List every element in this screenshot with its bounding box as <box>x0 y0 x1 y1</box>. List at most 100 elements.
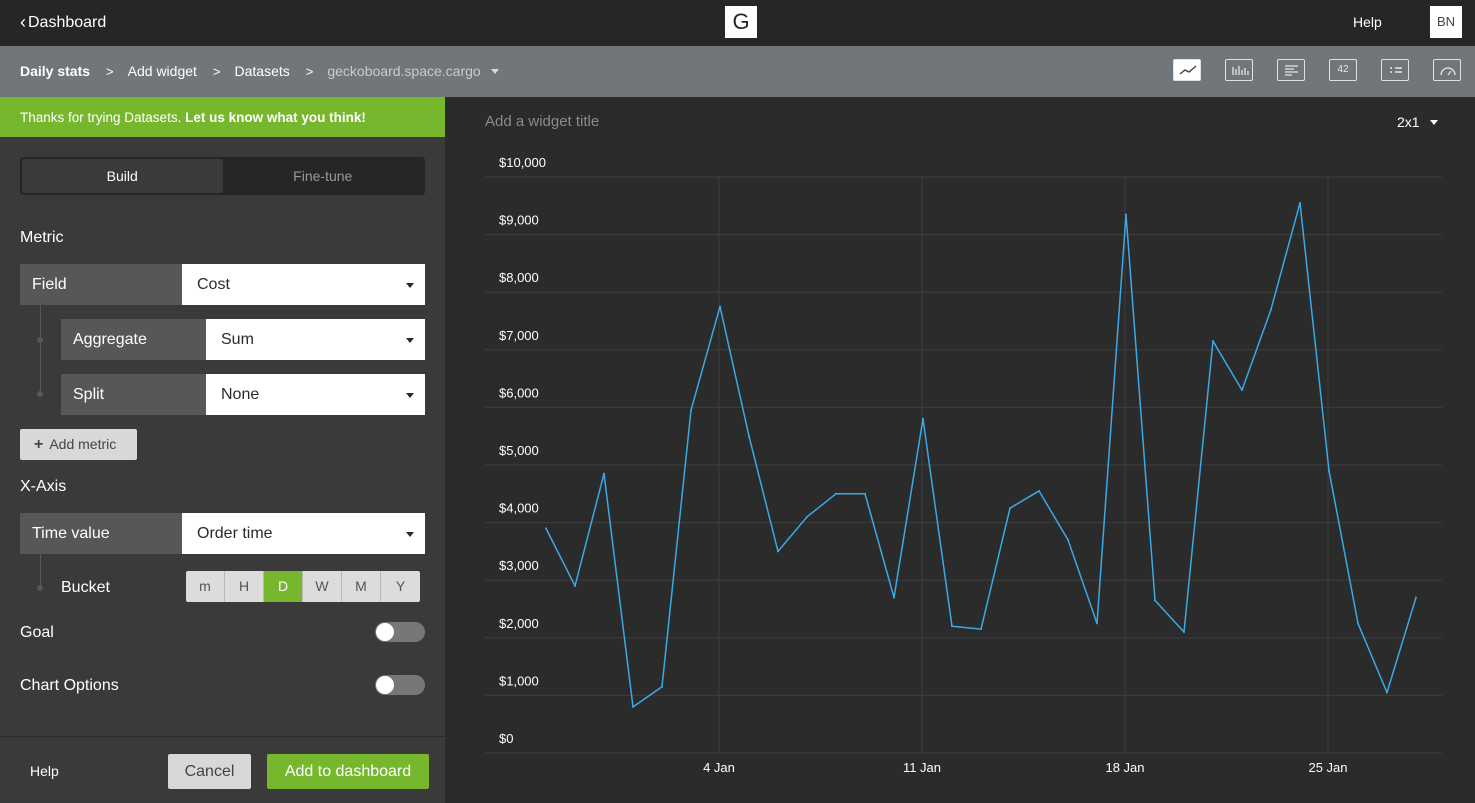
data-point <box>806 515 808 518</box>
breadcrumb-separator: > <box>106 63 114 79</box>
bucket-minute[interactable]: m <box>186 571 225 602</box>
y-tick-label: $1,000 <box>499 673 539 688</box>
widget-preview: $0 $1,000 $2,000 $3,000 $4,000 $5,000 $6,000 $7… <box>445 97 1475 803</box>
data-point <box>1270 308 1272 311</box>
y-tick-label: $10,000 <box>499 155 546 170</box>
cancel-button[interactable]: Cancel <box>168 754 251 789</box>
data-point <box>545 527 547 530</box>
help-link[interactable]: Help <box>30 763 59 779</box>
breadcrumb-bar: Daily stats > Add widget > Datasets > ge… <box>0 46 1475 97</box>
tab-fine-tune[interactable]: Fine-tune <box>293 168 353 184</box>
series-line <box>545 202 1417 708</box>
data-point <box>1125 213 1127 216</box>
bucket-selector: m H D W M Y <box>186 571 420 602</box>
breadcrumb-separator: > <box>212 63 221 79</box>
time-value-value: Order time <box>197 525 273 542</box>
tree-node <box>37 337 43 343</box>
data-point <box>922 417 924 420</box>
goal-toggle[interactable] <box>375 622 425 642</box>
data-point <box>1212 340 1214 343</box>
data-point <box>1096 622 1098 625</box>
number-icon[interactable]: 42 <box>1329 59 1357 81</box>
x-axis-heading: X-Axis <box>20 478 67 495</box>
x-tick-label: 11 Jan <box>903 760 941 775</box>
avatar[interactable]: BN <box>1430 6 1462 38</box>
time-value-row: Time value Order time <box>20 513 425 554</box>
time-value-label: Time value <box>20 513 182 554</box>
data-point <box>835 492 837 495</box>
data-point <box>661 685 663 688</box>
sidebar-footer: Help Cancel Add to dashboard <box>0 736 445 803</box>
breadcrumb-daily-stats[interactable]: Daily stats <box>20 63 91 79</box>
field-row: Field Cost <box>20 264 425 305</box>
chevron-down-icon <box>1429 119 1438 125</box>
chart-options-label: Chart Options <box>20 677 119 694</box>
back-to-dashboard-link[interactable]: ‹ Dashboard <box>20 12 106 33</box>
bucket-label: Bucket <box>61 579 110 596</box>
bucket-month[interactable]: M <box>342 571 381 602</box>
back-label: Dashboard <box>28 13 107 31</box>
y-tick-label: $0 <box>499 731 513 746</box>
widget-size-value: 2x1 <box>1397 114 1420 130</box>
x-tick-label: 18 Jan <box>1105 760 1144 775</box>
plus-icon: + <box>34 436 44 453</box>
toggle-knob <box>376 623 394 641</box>
metric-heading: Metric <box>20 229 64 246</box>
line-chart-icon[interactable] <box>1173 59 1201 81</box>
data-point <box>1241 389 1243 392</box>
data-point <box>980 628 982 631</box>
table-icon[interactable] <box>1381 59 1409 81</box>
field-select[interactable]: Cost <box>182 264 425 305</box>
feedback-link[interactable]: Let us know what you think! <box>185 110 366 125</box>
split-label: Split <box>61 374 206 415</box>
breadcrumb: Daily stats > Add widget > Datasets > ge… <box>20 63 499 79</box>
geckoboard-logo[interactable]: G <box>725 6 757 38</box>
data-point <box>1009 507 1011 510</box>
aggregate-label: Aggregate <box>61 319 206 360</box>
x-tick-label: 4 Jan <box>703 760 735 775</box>
aggregate-select[interactable]: Sum <box>206 319 425 360</box>
add-to-dashboard-button[interactable]: Add to dashboard <box>267 754 429 789</box>
split-value: None <box>221 386 260 403</box>
y-tick-label: $9,000 <box>499 213 539 228</box>
help-link[interactable]: Help <box>1353 14 1382 30</box>
text-icon[interactable] <box>1277 59 1305 81</box>
chart-options-toggle[interactable] <box>375 675 425 695</box>
aggregate-value: Sum <box>221 331 254 348</box>
breadcrumb-datasets[interactable]: Datasets <box>234 63 290 79</box>
tree-connector <box>40 554 41 587</box>
goal-label: Goal <box>20 624 54 641</box>
split-select[interactable]: None <box>206 374 425 415</box>
gauge-icon[interactable] <box>1433 59 1461 81</box>
tree-node <box>37 585 43 591</box>
y-tick-label: $8,000 <box>499 270 539 285</box>
y-tick-label: $7,000 <box>499 328 539 343</box>
widget-title-input[interactable]: Add a widget title <box>485 113 600 130</box>
bucket-day[interactable]: D <box>264 571 303 602</box>
bar-chart-icon[interactable] <box>1225 59 1253 81</box>
bucket-year[interactable]: Y <box>381 571 420 602</box>
data-point <box>1357 622 1359 625</box>
data-point <box>748 435 750 438</box>
add-metric-button[interactable]: + Add metric <box>20 429 137 460</box>
widget-size-select[interactable]: 2x1 <box>1397 114 1438 130</box>
feedback-banner: Thanks for trying Datasets. Let us know … <box>0 97 445 137</box>
bucket-hour[interactable]: H <box>225 571 264 602</box>
bucket-week[interactable]: W <box>303 571 342 602</box>
chevron-down-icon[interactable] <box>490 68 499 74</box>
chevron-down-icon <box>406 283 414 288</box>
data-point <box>1386 691 1388 694</box>
line-chart: $0 $1,000 $2,000 $3,000 $4,000 $5,000 $6,000 $7… <box>485 155 1442 775</box>
breadcrumb-separator: > <box>305 63 314 79</box>
y-tick-label: $2,000 <box>499 616 539 631</box>
tab-build[interactable]: Build <box>22 159 223 193</box>
data-point <box>574 584 576 587</box>
dataset-selector[interactable]: geckoboard.space.cargo <box>327 63 481 79</box>
chevron-left-icon: ‹ <box>20 12 26 32</box>
breadcrumb-add-widget[interactable]: Add widget <box>127 63 197 79</box>
aggregate-row: Aggregate Sum <box>61 319 425 360</box>
time-value-select[interactable]: Order time <box>182 513 425 554</box>
chevron-down-icon <box>406 393 414 398</box>
top-bar: ‹ Dashboard G Help BN <box>0 0 1475 46</box>
data-point <box>1183 631 1185 634</box>
